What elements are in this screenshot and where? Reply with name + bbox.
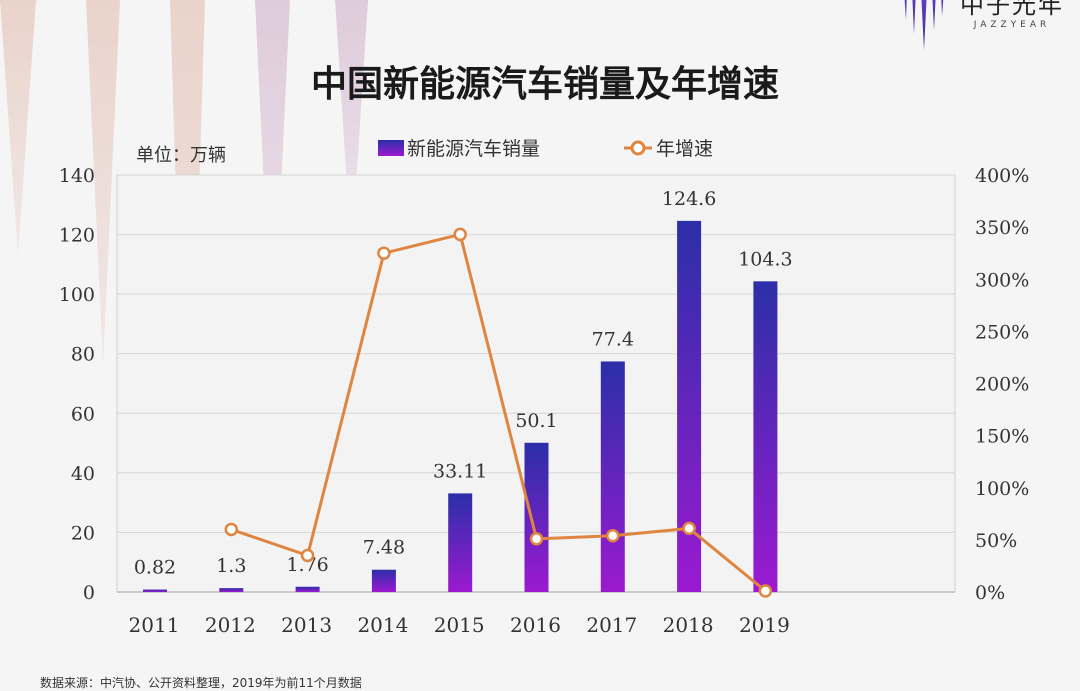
y-left-tick-label: 20 — [71, 522, 95, 544]
bar — [753, 281, 778, 592]
decorative-spike — [0, 0, 36, 255]
bar-value-label: 104.3 — [738, 248, 792, 270]
legend-bar-label: 新能源汽车销量 — [407, 138, 540, 160]
bar-value-label: 7.48 — [363, 537, 405, 559]
logo-chinese: 中子光年 — [960, 0, 1064, 19]
x-tick-label: 2018 — [663, 613, 714, 637]
x-tick-label: 2017 — [586, 613, 637, 637]
growth-point — [606, 528, 620, 543]
bar-value-label: 50.1 — [515, 410, 557, 432]
y-left-tick-label: 0 — [83, 582, 95, 604]
x-tick-label: 2013 — [281, 613, 332, 637]
y-right-tick-label: 150% — [975, 426, 1029, 448]
growth-point — [453, 227, 467, 242]
y-right-tick-label: 100% — [975, 478, 1029, 500]
decorative-spike — [86, 0, 120, 365]
bar — [371, 569, 396, 592]
x-tick-label: 2016 — [510, 613, 561, 637]
y-left-tick-label: 40 — [71, 463, 95, 485]
decorative-spike — [335, 0, 368, 255]
bar-value-label: 0.82 — [134, 557, 176, 579]
growth-point — [758, 584, 773, 598]
bar-value-label: 33.11 — [433, 460, 487, 482]
bar-value-label: 1.76 — [286, 554, 328, 576]
bar — [448, 493, 473, 592]
bar — [295, 586, 320, 592]
y-left-tick-label: 60 — [71, 403, 95, 425]
brand-logo: 中子光年 JAZZYEAR — [900, 0, 1064, 50]
unit-label: 单位：万辆 — [136, 145, 226, 166]
legend-line-label: 年增速 — [656, 138, 713, 160]
y-left-tick-label: 80 — [71, 344, 95, 366]
y-left-tick-label: 140 — [59, 165, 95, 187]
y-right-tick-label: 250% — [975, 321, 1029, 343]
growth-point — [529, 532, 544, 546]
legend-line-marker — [630, 140, 646, 156]
y-right-tick-label: 50% — [975, 530, 1017, 552]
growth-point — [682, 521, 696, 536]
growth-point — [300, 548, 315, 563]
x-tick-label: 2011 — [129, 613, 180, 637]
bar — [600, 361, 625, 592]
bar — [524, 442, 549, 592]
y-right-tick-label: 200% — [975, 374, 1029, 396]
logo-english: JAZZYEAR — [973, 20, 1051, 30]
x-tick-label: 2015 — [434, 613, 485, 637]
y-left-tick-label: 100 — [59, 284, 95, 306]
spikes-logo-icon — [904, 0, 944, 50]
x-tick-label: 2014 — [357, 613, 408, 637]
bar — [219, 588, 244, 592]
x-tick-label: 2019 — [739, 613, 790, 637]
legend-bar-swatch — [378, 140, 404, 156]
chart-title: 中国新能源汽车销量及年增速 — [311, 63, 779, 105]
bar-value-label: 1.3 — [216, 555, 246, 577]
y-right-tick-label: 0% — [975, 582, 1005, 604]
y-right-tick-label: 350% — [975, 217, 1029, 239]
bar-value-label: 124.6 — [662, 188, 716, 210]
growth-line — [230, 232, 767, 593]
x-tick-label: 2012 — [205, 613, 256, 637]
growth-point — [224, 522, 239, 537]
y-right-tick-label: 400% — [975, 165, 1029, 187]
y-left-tick-label: 120 — [59, 225, 95, 247]
bar-value-label: 77.4 — [592, 328, 634, 350]
y-right-tick-label: 300% — [975, 269, 1029, 291]
growth-point — [377, 246, 391, 260]
bar — [143, 589, 167, 592]
